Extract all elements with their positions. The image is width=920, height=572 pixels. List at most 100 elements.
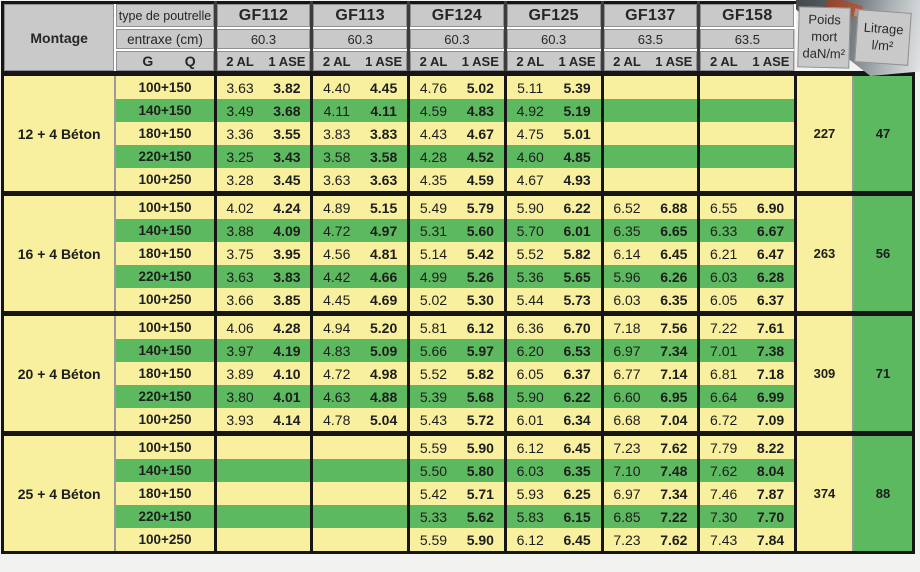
value-cell-2al [697,99,748,122]
entraxe-gf125: 60.3 [503,27,604,51]
value-cell-2al [697,168,748,194]
poids-mort-header-box: Poids mort daN/m² [797,6,852,69]
value-cell-1ase: 6.65 [650,219,699,242]
value-cell-2al: 3.63 [310,168,361,194]
litrage-value: 47 [851,71,914,194]
value-cell-1ase: 5.72 [456,408,506,434]
value-cell-1ase: 6.37 [553,362,603,385]
value-cell-2al: 5.31 [407,219,457,242]
entraxe-gf112: 60.3 [213,27,313,51]
value-cell-1ase [263,482,312,505]
value-cell-1ase: 6.15 [553,505,603,528]
value-cell-2al: 6.12 [503,528,554,553]
value-cell-2al: 7.62 [697,459,748,482]
value-cell-1ase: 6.45 [650,242,699,265]
value-cell-1ase [263,505,312,528]
span-row-label: 100+250 [115,168,216,194]
value-cell-1ase: 7.56 [650,311,699,339]
subheader-gf112: 2 AL 1 ASE [213,49,313,75]
value-cell-2al: 4.45 [310,288,361,314]
value-cell-2al: 6.36 [503,311,554,339]
value-cell-1ase: 3.83 [263,265,312,288]
value-cell-1ase: 4.93 [553,168,603,194]
value-cell-1ase: 5.97 [456,339,506,362]
value-cell-1ase: 7.18 [747,362,796,385]
value-cell-1ase [650,168,699,194]
value-cell-1ase: 4.98 [360,362,409,385]
value-cell-2al: 6.35 [600,219,651,242]
value-cell-2al: 5.42 [407,482,457,505]
value-cell-1ase: 4.45 [360,71,409,99]
g-q-header: G Q [114,49,217,75]
value-cell-1ase: 4.28 [263,311,312,339]
entraxe-gf137: 63.5 [600,27,700,51]
value-cell-1ase: 7.62 [650,431,699,459]
value-cell-2al: 4.89 [310,191,361,219]
value-cell-2al: 3.97 [213,339,264,362]
value-cell-2al: 5.66 [407,339,457,362]
value-cell-2al [213,505,264,528]
value-cell-1ase: 4.19 [263,339,312,362]
value-cell-2al: 4.59 [407,99,457,122]
value-cell-1ase: 6.53 [553,339,603,362]
value-cell-2al: 6.03 [697,265,748,288]
span-row-label: 140+150 [115,459,216,482]
value-cell-1ase: 5.82 [456,362,506,385]
value-cell-1ase: 5.30 [456,288,506,314]
table-row: 180+150 3.36 3.55 3.83 3.83 4.43 4.67 4.75 5.01 [3,122,914,145]
value-cell-1ase [747,145,796,168]
value-cell-1ase: 5.39 [553,71,603,99]
value-cell-1ase: 4.24 [263,191,312,219]
value-cell-2al: 5.90 [503,385,554,408]
litrage-header: Litrage l/m² [853,3,914,74]
value-cell-2al [310,528,361,553]
value-cell-1ase [650,99,699,122]
value-cell-2al: 3.28 [213,168,264,194]
value-cell-1ase: 3.68 [263,99,312,122]
value-cell-1ase: 5.79 [456,191,506,219]
value-cell-2al: 4.92 [503,99,554,122]
poids-mort-value: 263 [793,191,853,314]
value-cell-2al: 4.60 [503,145,554,168]
poids-mort-value: 374 [793,431,853,553]
value-cell-2al: 3.63 [213,71,264,99]
value-cell-1ase: 5.65 [553,265,603,288]
poids-mort-header: Poids mort daN/m² [795,3,852,74]
value-cell-1ase: 7.70 [747,505,796,528]
value-cell-2al: 7.79 [697,431,748,459]
value-cell-1ase: 6.26 [650,265,699,288]
value-cell-1ase [747,168,796,194]
span-row-label: 140+150 [115,219,216,242]
value-cell-2al: 4.43 [407,122,457,145]
poids-mort-value: 227 [793,71,853,194]
value-cell-2al: 6.97 [600,482,651,505]
joist-load-table: Montage type de poutrelle GF112 GF113 GF… [1,1,915,554]
table-row: 220+150 3.63 3.83 4.42 4.66 4.99 5.26 5.36 5.65 5… [3,265,914,288]
montage-group-label: 16 + 4 Béton [2,191,117,314]
value-cell-1ase: 4.83 [456,99,506,122]
value-cell-2al: 4.42 [310,265,361,288]
table-row: 180+150 3.89 4.10 4.72 4.98 5.52 5.82 6.05 6.37 6… [3,362,914,385]
span-row-label: 100+250 [115,288,216,314]
value-cell-1ase: 3.45 [263,168,312,194]
value-cell-2al: 7.01 [697,339,748,362]
value-cell-2al [600,71,651,99]
value-cell-2al [213,459,264,482]
value-cell-1ase [650,122,699,145]
value-cell-1ase: 6.88 [650,191,699,219]
value-cell-2al: 4.11 [310,99,361,122]
value-cell-1ase: 8.04 [747,459,796,482]
table-row: 180+150 5.42 5.71 5.93 6.25 6.97 7.34 7.46 7.87 [3,482,914,505]
value-cell-1ase [360,505,409,528]
entraxe-header: entraxe (cm) [114,27,217,51]
span-row-label: 180+150 [115,122,216,145]
value-cell-1ase [360,482,409,505]
value-cell-2al: 6.33 [697,219,748,242]
span-row-label: 220+150 [115,385,216,408]
table-row: 20 + 4 Béton 100+150 4.06 4.28 4.94 5.20 5.81 6… [2,311,914,434]
value-cell-1ase: 6.01 [553,219,603,242]
value-cell-2al [697,71,748,99]
value-cell-1ase: 7.38 [747,339,796,362]
value-cell-1ase: 7.84 [747,528,796,553]
montage-group-label: 25 + 4 Béton [2,431,117,553]
